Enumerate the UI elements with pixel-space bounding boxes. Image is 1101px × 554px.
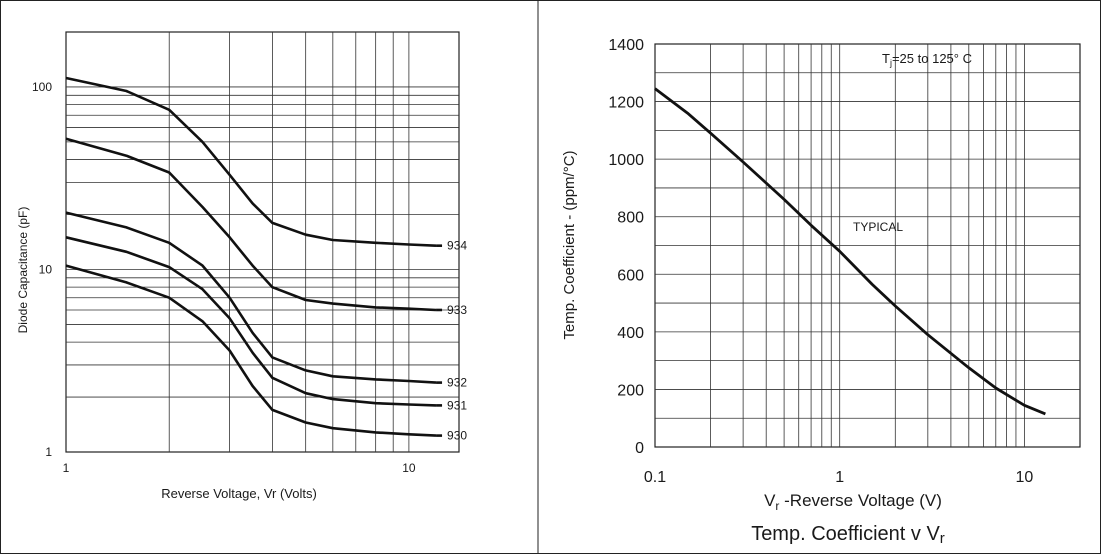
- temp-coefficient-ticks: 0.1 1 10 0 200 400 600 800 1000 1200 1400: [608, 37, 1033, 486]
- capacitance-series-line: [65, 236, 437, 407]
- temp-coefficient-annotation-tj: Tj=25 to 125° C: [882, 51, 972, 68]
- capacitance-y-axis-label: Diode Capacitance (pF): [16, 207, 30, 334]
- capacitance-y-tick-label: 10: [39, 262, 53, 276]
- temp-coefficient-grid: [654, 43, 1081, 448]
- capacitance-series-labels: 934 933 932 931 930: [447, 239, 467, 443]
- temp-coefficient-x-tick-label: 10: [1016, 469, 1034, 486]
- capacitance-series-label: 934: [447, 239, 467, 253]
- capacitance-series-label: 932: [447, 376, 467, 390]
- capacitance-series-line: [65, 137, 437, 312]
- temp-coefficient-chart: 0.1 1 10 0 200 400 600 800 1000 1200 1400 Tj=25 to…: [561, 37, 1081, 547]
- temp-coefficient-x-tick-label: 1: [835, 469, 844, 486]
- capacitance-series-line: [65, 76, 437, 247]
- capacitance-series-label: 931: [447, 398, 467, 412]
- capacitance-plot-frame: [65, 31, 460, 453]
- capacitance-x-axis-label: Reverse Voltage, Vr (Volts): [161, 486, 317, 501]
- temp-coefficient-y-tick-label: 200: [617, 382, 644, 399]
- capacitance-y-tick-label: 100: [32, 80, 52, 94]
- temp-coefficient-y-tick-label: 800: [617, 210, 644, 227]
- capacitance-grid: [65, 31, 460, 453]
- capacitance-x-tick-label: 10: [402, 461, 416, 475]
- temp-coefficient-y-tick-label: 400: [617, 325, 644, 342]
- temp-coefficient-x-axis-label: Vr -Reverse Voltage (V): [764, 491, 942, 513]
- temp-coefficient-y-axis-label: Temp. Coefficient - (ppm/°C): [561, 150, 578, 339]
- temp-coefficient-y-tick-label: 0: [635, 440, 644, 457]
- capacitance-series-line: [65, 264, 437, 437]
- capacitance-series-label: 933: [447, 303, 467, 317]
- capacitance-curves: [65, 76, 443, 437]
- capacitance-y-tick-label: 1: [45, 445, 52, 459]
- temp-coefficient-curve: [654, 87, 1046, 416]
- temp-coefficient-series-line: [654, 87, 1046, 416]
- capacitance-series-label: 930: [447, 429, 467, 443]
- temp-coefficient-y-tick-label: 1200: [608, 95, 644, 112]
- capacitance-ticks: 1 10 1 10 100: [32, 80, 416, 475]
- capacitance-chart: 1 10 1 10 100 934 933 932 931 930 Reverse Voltag…: [16, 31, 467, 501]
- temp-coefficient-y-tick-label: 1000: [608, 152, 644, 169]
- temp-coefficient-x-tick-label: 0.1: [644, 469, 666, 486]
- capacitance-x-tick-label: 1: [63, 461, 70, 475]
- temp-coefficient-y-tick-label: 600: [617, 267, 644, 284]
- capacitance-series-line: [65, 211, 437, 384]
- temp-coefficient-title: Temp. Coefficient v Vr: [751, 523, 945, 547]
- temp-coefficient-y-tick-label: 1400: [608, 37, 644, 54]
- temp-coefficient-annotation-typical: TYPICAL: [853, 220, 903, 234]
